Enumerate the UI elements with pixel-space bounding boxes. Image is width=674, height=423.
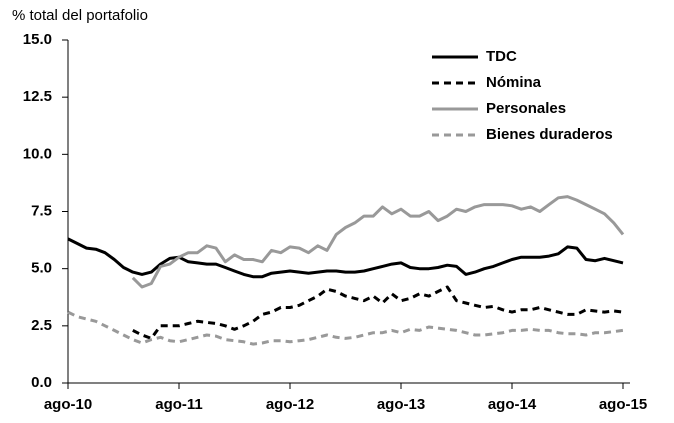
y-tick-label: 0.0 <box>31 374 52 391</box>
x-tick-label: ago-15 <box>599 396 647 413</box>
series-line <box>132 285 624 340</box>
y-tick-label: 12.5 <box>23 88 52 105</box>
x-tick-label: ago-14 <box>488 396 537 413</box>
legend-label: TDC <box>486 48 517 65</box>
y-axis-label: % total del portafolio <box>12 7 148 24</box>
y-tick-label: 15.0 <box>23 31 52 48</box>
series-line <box>67 310 624 346</box>
x-tick-label: ago-11 <box>155 396 203 413</box>
x-tick-label: ago-10 <box>44 396 92 413</box>
y-tick-label: 5.0 <box>31 260 52 277</box>
legend-label: Nómina <box>486 74 542 91</box>
series-line <box>131 195 625 289</box>
y-tick-label: 10.0 <box>23 145 52 162</box>
series-line <box>67 237 624 279</box>
y-tick-label: 2.5 <box>31 317 52 334</box>
y-tick-label: 7.5 <box>31 202 52 219</box>
x-tick-label: ago-13 <box>377 396 425 413</box>
legend-label: Bienes duraderos <box>486 126 613 143</box>
legend-label: Personales <box>486 100 566 117</box>
x-tick-label: ago-12 <box>266 396 314 413</box>
